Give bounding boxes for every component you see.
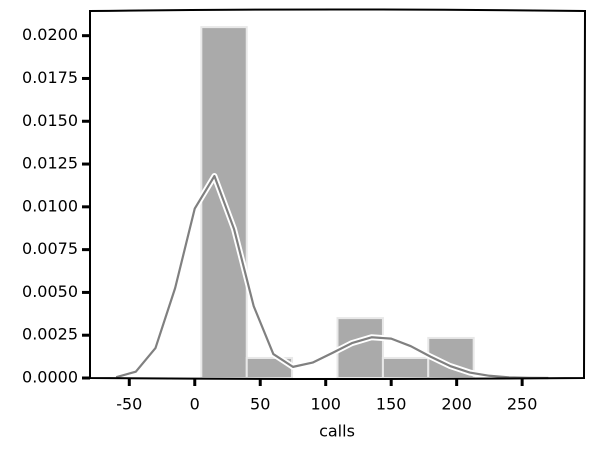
x-tick-label: 100 [310, 395, 341, 414]
x-tick-label: -50 [116, 395, 142, 414]
bar [381, 356, 430, 380]
kde-halo [115, 173, 549, 381]
y-tick-label: 0.0025 [22, 325, 78, 344]
x-tick-label: 200 [441, 395, 472, 414]
x-axis-label: calls [319, 422, 355, 441]
y-tick-label: 0.0100 [22, 196, 78, 215]
plot-frame [89, 8, 587, 380]
x-tick-label: 50 [250, 395, 270, 414]
x-tick-label: 150 [376, 395, 407, 414]
x-tick-label: 250 [507, 395, 538, 414]
y-tick-label: 0.0175 [22, 68, 78, 87]
y-tick-label: 0.0200 [22, 25, 78, 44]
kde-line [115, 174, 549, 380]
y-tick-label: 0.0050 [22, 282, 78, 301]
y-tick-label: 0.0000 [22, 368, 78, 387]
y-tick-label: 0.0125 [22, 154, 78, 173]
y-tick-label: 0.0075 [22, 239, 78, 258]
y-tick-label: 0.0150 [22, 111, 78, 130]
x-tick-label: 0 [190, 395, 200, 414]
